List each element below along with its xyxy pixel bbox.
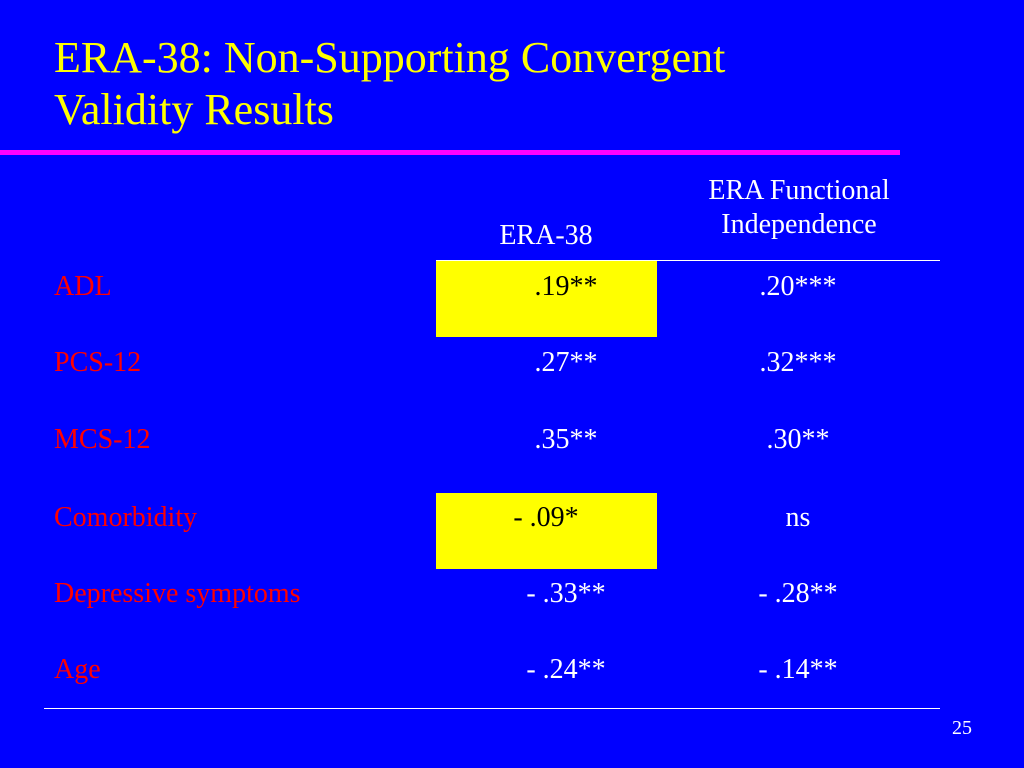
row-label-pcs12: PCS-12 — [54, 347, 142, 378]
slide-title-line-1: ERA-38: Non-Supporting Convergent — [54, 33, 726, 82]
column-header-era38: ERA-38 — [436, 219, 656, 253]
cell-adl-functional: .20*** — [759, 271, 837, 302]
cell-depressive-era38: - .33** — [526, 578, 606, 609]
cell-mcs12-era38: .35** — [534, 424, 598, 455]
cell-age-era38: - .24** — [526, 654, 606, 685]
cell-comorbidity-era38: - .09* — [513, 502, 579, 533]
column-header-functional-independence: ERA Functional Independence — [658, 174, 940, 242]
slide-title-line-2: Validity Results — [54, 85, 334, 134]
cell-comorbidity-functional: ns — [785, 502, 811, 533]
header-divider — [436, 260, 940, 261]
cell-pcs12-era38: .27** — [534, 347, 598, 378]
cell-age-functional: - .14** — [758, 654, 838, 685]
column-header-functional-line-1: ERA Functional — [708, 175, 890, 206]
page-number: 25 — [952, 717, 972, 739]
cell-mcs12-functional: .30** — [766, 424, 830, 455]
column-header-functional-line-2: Independence — [721, 209, 877, 240]
row-label-depressive-symptoms: Depressive symptoms — [54, 578, 301, 609]
highlight-adl-era38 — [436, 261, 657, 337]
column-header-era38-line-1: ERA-38 — [499, 220, 593, 251]
cell-depressive-functional: - .28** — [758, 578, 838, 609]
row-label-comorbidity: Comorbidity — [54, 502, 198, 533]
table-bottom-divider — [44, 708, 940, 709]
row-label-age: Age — [54, 654, 101, 685]
row-label-mcs12: MCS-12 — [54, 424, 151, 455]
highlight-comorbidity-era38 — [436, 493, 657, 569]
title-divider — [0, 150, 900, 155]
cell-pcs12-functional: .32*** — [759, 347, 837, 378]
row-label-adl: ADL — [54, 271, 112, 302]
slide-title: ERA-38: Non-Supporting Convergent Validi… — [54, 32, 954, 136]
cell-adl-era38: .19** — [534, 271, 598, 302]
